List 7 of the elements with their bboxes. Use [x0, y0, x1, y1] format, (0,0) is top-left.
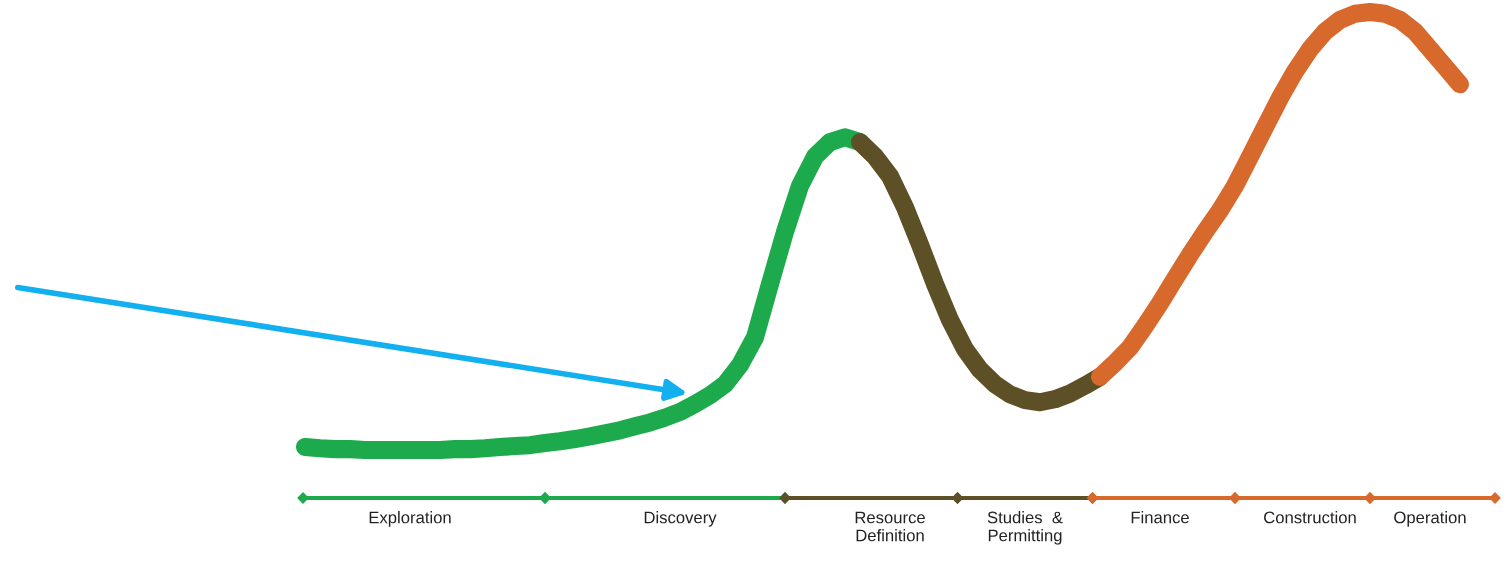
x-tick-label: Exploration — [369, 511, 451, 527]
x-tick-label: Operation — [1394, 511, 1466, 527]
x-tick-label: Finance — [1131, 511, 1189, 524]
x-tick-label: Discovery — [644, 511, 717, 527]
x-tick-label: Construction — [1264, 511, 1356, 524]
x-tick-label: Studies & Permitting — [987, 511, 1063, 545]
x-tick-label: Resource Definition — [855, 511, 925, 542]
